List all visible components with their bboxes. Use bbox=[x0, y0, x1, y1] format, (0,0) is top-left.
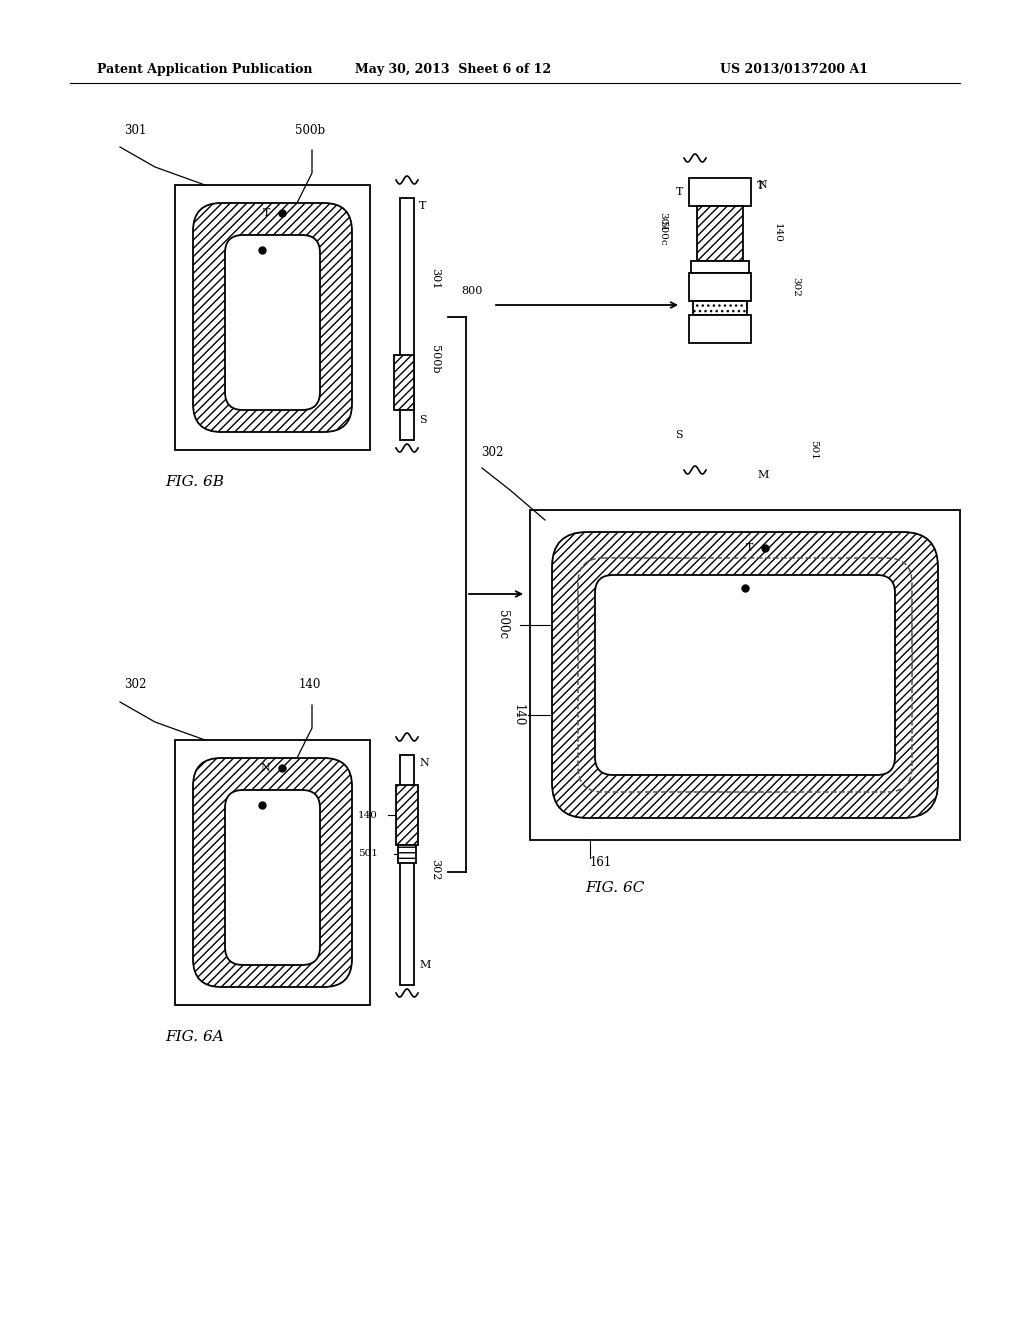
Bar bbox=[697, 206, 743, 261]
Text: May 30, 2013  Sheet 6 of 12: May 30, 2013 Sheet 6 of 12 bbox=[355, 63, 551, 77]
Text: S: S bbox=[725, 583, 733, 593]
Text: S: S bbox=[676, 430, 683, 440]
Text: T: T bbox=[419, 201, 426, 211]
Text: N: N bbox=[419, 758, 429, 768]
Bar bbox=[400, 755, 414, 985]
Text: 500b: 500b bbox=[430, 345, 440, 374]
FancyBboxPatch shape bbox=[552, 532, 938, 818]
Text: FIG. 6C: FIG. 6C bbox=[585, 880, 644, 895]
Text: T: T bbox=[745, 543, 753, 553]
Bar bbox=[175, 741, 370, 1005]
Bar bbox=[691, 261, 749, 273]
FancyBboxPatch shape bbox=[193, 758, 352, 987]
Text: 500c: 500c bbox=[658, 220, 667, 246]
Text: M: M bbox=[239, 800, 250, 810]
Text: 301: 301 bbox=[124, 124, 146, 136]
Text: US 2013/0137200 A1: US 2013/0137200 A1 bbox=[720, 63, 868, 77]
Bar bbox=[394, 355, 414, 411]
Text: 302: 302 bbox=[481, 446, 503, 458]
Text: 301: 301 bbox=[658, 213, 667, 232]
Text: 140: 140 bbox=[358, 810, 378, 820]
Text: M: M bbox=[757, 470, 768, 480]
Text: S: S bbox=[419, 414, 427, 425]
Text: 500c: 500c bbox=[496, 610, 509, 640]
FancyBboxPatch shape bbox=[193, 203, 352, 432]
Text: 800: 800 bbox=[462, 286, 483, 296]
Text: 302: 302 bbox=[124, 678, 146, 692]
Text: N: N bbox=[260, 763, 270, 774]
Bar bbox=[689, 178, 751, 206]
Text: FIG. 6A: FIG. 6A bbox=[165, 1030, 224, 1044]
Text: 500b: 500b bbox=[295, 124, 325, 136]
Bar bbox=[400, 198, 414, 440]
Text: T: T bbox=[676, 187, 683, 197]
Text: S: S bbox=[243, 246, 250, 255]
Text: Patent Application Publication: Patent Application Publication bbox=[97, 63, 312, 77]
Text: 301: 301 bbox=[430, 268, 440, 289]
Bar bbox=[175, 185, 370, 450]
Bar bbox=[396, 785, 418, 845]
Text: FIG. 6B: FIG. 6B bbox=[165, 475, 224, 488]
Bar bbox=[530, 510, 961, 840]
Text: T: T bbox=[262, 209, 270, 218]
Bar bbox=[689, 315, 751, 343]
Text: 501: 501 bbox=[358, 850, 378, 858]
Bar bbox=[689, 273, 751, 301]
Bar bbox=[398, 845, 416, 863]
Text: 140: 140 bbox=[773, 223, 782, 243]
Text: 302: 302 bbox=[430, 859, 440, 880]
FancyBboxPatch shape bbox=[225, 789, 319, 965]
Text: M: M bbox=[419, 960, 430, 970]
Text: 302: 302 bbox=[791, 277, 800, 297]
Bar bbox=[693, 301, 746, 315]
Text: 161: 161 bbox=[590, 855, 612, 869]
FancyBboxPatch shape bbox=[595, 576, 895, 775]
Text: 501: 501 bbox=[809, 440, 818, 459]
Text: N: N bbox=[757, 180, 767, 190]
Text: 140: 140 bbox=[512, 704, 524, 726]
FancyBboxPatch shape bbox=[225, 235, 319, 411]
Text: T: T bbox=[757, 181, 764, 191]
Text: 140: 140 bbox=[299, 678, 322, 692]
